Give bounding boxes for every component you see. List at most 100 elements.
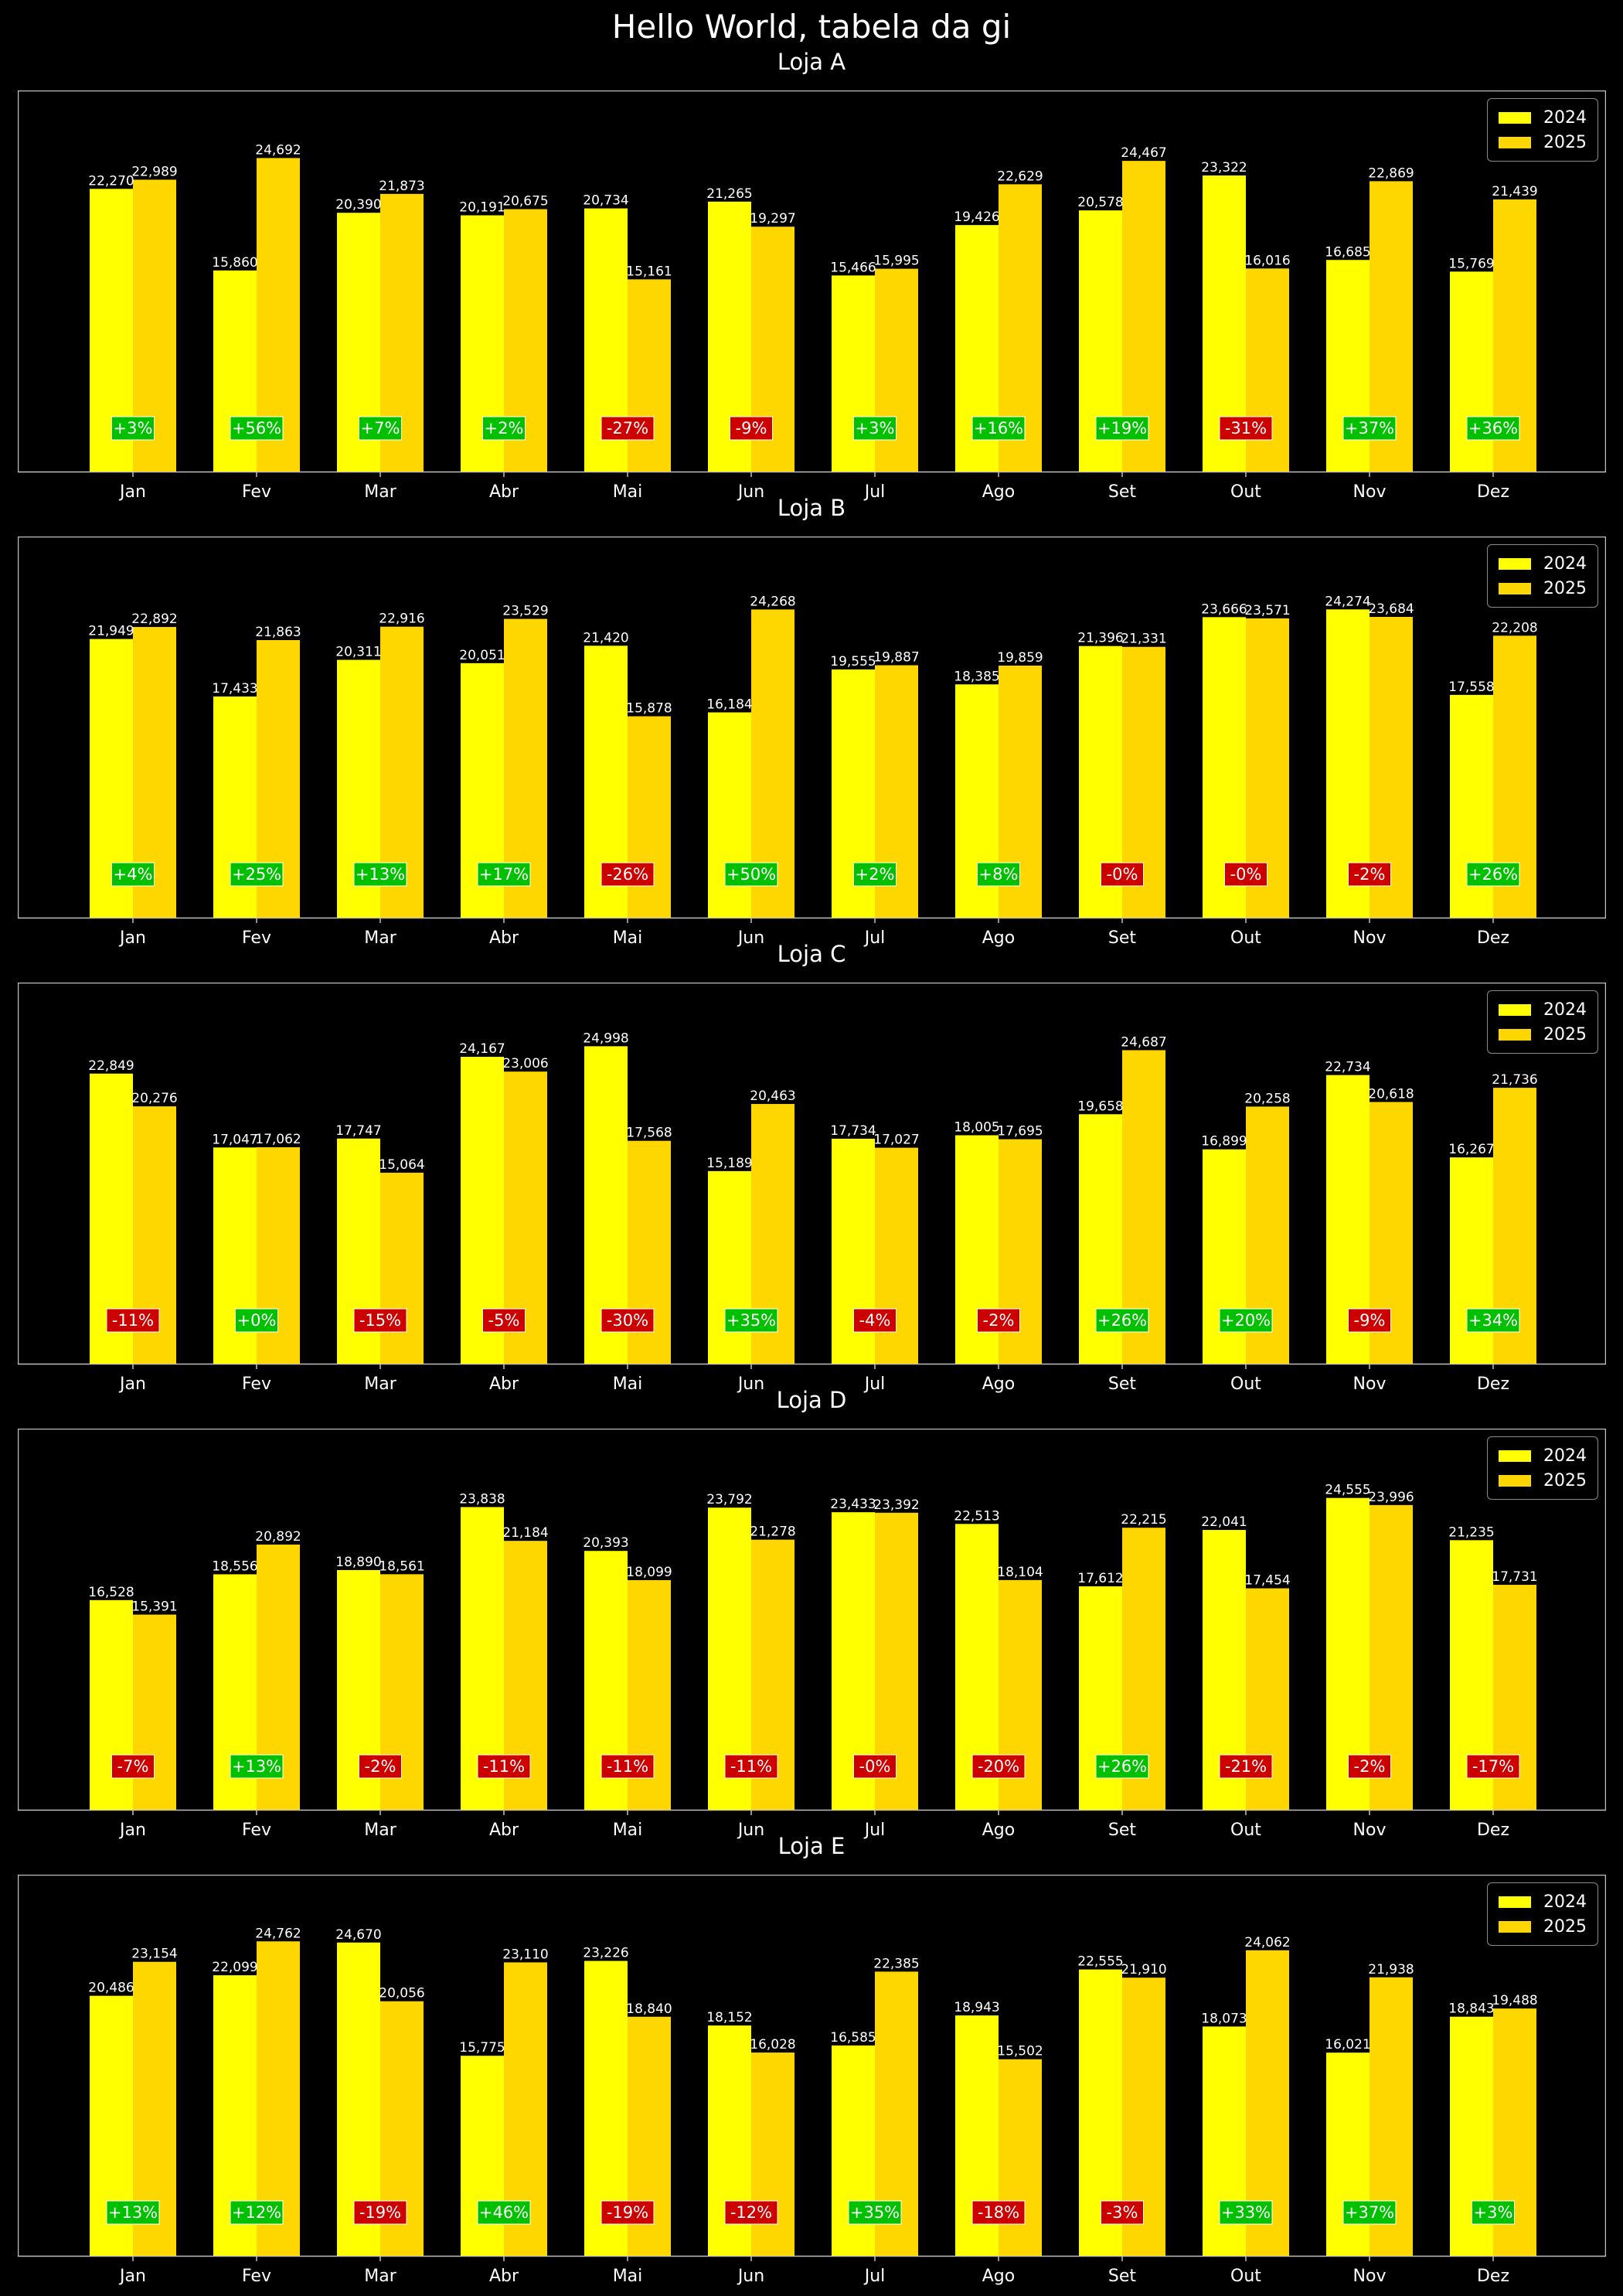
x-tick-label: Out [1230, 1375, 1261, 1394]
value-label-2024: 17,047 [212, 1132, 257, 1147]
svg-text:-30%: -30% [607, 1311, 648, 1330]
value-label-2025: 20,618 [1368, 1086, 1414, 1102]
value-label-2024: 24,167 [459, 1041, 505, 1057]
value-label-2024: 21,235 [1448, 1524, 1494, 1540]
change-badge: +3% [853, 416, 897, 441]
svg-text:-2%: -2% [365, 1757, 396, 1776]
x-tick-label: Fev [242, 1821, 271, 1840]
change-badge: +2% [482, 416, 526, 441]
value-label-2024: 21,420 [583, 630, 628, 646]
svg-text:+13%: +13% [356, 865, 405, 884]
value-label-2024: 15,860 [212, 255, 257, 271]
x-tick-label: Jul [863, 928, 886, 948]
svg-text:+46%: +46% [479, 2203, 529, 2222]
change-badge: -30% [601, 1308, 655, 1333]
change-badge: -2% [359, 1754, 402, 1779]
axes-frame [18, 1429, 1606, 1811]
svg-text:+36%: +36% [1468, 419, 1518, 438]
value-label-2024: 20,486 [88, 1981, 134, 1996]
x-tick-label: Jul [863, 1821, 886, 1840]
change-badge: +35% [848, 2200, 902, 2225]
x-tick-label: Out [1230, 928, 1261, 948]
legend-swatch [1499, 582, 1531, 594]
value-label-2025: 21,439 [1492, 184, 1537, 199]
panel-title: Loja D [776, 1387, 847, 1413]
value-label-2025: 17,731 [1492, 1569, 1537, 1585]
legend-entry: 2024 [1499, 551, 1587, 576]
value-label-2025: 23,006 [502, 1056, 548, 1071]
value-label-2025: 22,629 [997, 169, 1043, 184]
value-label-2025: 17,695 [997, 1124, 1043, 1139]
value-label-2024: 19,555 [830, 654, 876, 669]
legend-label: 2024 [1543, 554, 1587, 574]
svg-text:-20%: -20% [978, 1757, 1019, 1776]
change-badge: -9% [1348, 1308, 1391, 1333]
value-label-2024: 23,226 [583, 1946, 628, 1961]
value-label-2024: 23,666 [1201, 601, 1247, 617]
value-label-2024: 22,099 [212, 1960, 257, 1975]
svg-text:-11%: -11% [112, 1311, 154, 1330]
change-badge: -2% [1348, 1754, 1391, 1779]
svg-text:-11%: -11% [607, 1757, 648, 1776]
legend-label: 2025 [1543, 132, 1587, 152]
value-label-2024: 17,558 [1448, 680, 1494, 695]
value-label-2024: 16,021 [1325, 2037, 1370, 2052]
change-badge: -26% [601, 862, 655, 887]
change-badge: +25% [230, 862, 284, 887]
x-tick-label: Jan [118, 1375, 146, 1394]
svg-text:-9%: -9% [736, 419, 767, 438]
legend-swatch [1499, 136, 1531, 148]
bar-2025 [1246, 268, 1289, 472]
x-tick-label: Abr [489, 2267, 519, 2286]
value-label-2024: 18,073 [1201, 2011, 1247, 2026]
legend-swatch [1499, 111, 1531, 124]
svg-text:+3%: +3% [856, 419, 895, 438]
change-badge: -11% [601, 1754, 655, 1779]
x-tick-label: Jul [863, 2267, 886, 2286]
svg-text:+0%: +0% [237, 1311, 277, 1330]
x-tick-label: Ago [982, 2267, 1015, 2286]
change-badge: -18% [971, 2200, 1026, 2225]
change-badge: -21% [1219, 1754, 1273, 1779]
legend-swatch [1499, 1896, 1531, 1908]
legend-entry: 2024 [1499, 105, 1587, 130]
value-label-2025: 24,762 [255, 1926, 301, 1941]
axes-frame [18, 90, 1606, 473]
value-label-2024: 22,041 [1201, 1514, 1247, 1530]
value-label-2025: 15,064 [379, 1157, 424, 1173]
value-label-2025: 20,675 [502, 194, 548, 210]
x-tick-label: Mar [364, 482, 396, 502]
change-badge: +19% [1095, 416, 1149, 441]
legend-label: 2024 [1543, 1000, 1587, 1020]
svg-text:-15%: -15% [359, 1311, 401, 1330]
panel-title: Loja A [777, 49, 846, 75]
svg-text:+2%: +2% [856, 865, 895, 884]
axes-frame [18, 983, 1606, 1365]
x-tick-label: Jun [737, 2267, 764, 2286]
change-badge: +13% [230, 1754, 284, 1779]
value-label-2025: 18,561 [379, 1558, 424, 1574]
value-label-2024: 19,658 [1077, 1099, 1123, 1114]
x-tick-label: Dez [1477, 1821, 1509, 1840]
svg-text:-19%: -19% [359, 2203, 401, 2222]
legend-entry: 2024 [1499, 1443, 1587, 1468]
value-label-2024: 24,670 [335, 1927, 381, 1943]
value-label-2024: 22,849 [88, 1058, 134, 1074]
svg-text:-0%: -0% [859, 1757, 891, 1776]
panel-title: Loja B [777, 495, 846, 521]
bar-2025 [380, 1172, 424, 1364]
x-tick-label: Jul [863, 1375, 886, 1394]
x-tick-label: Mai [613, 1375, 643, 1394]
value-label-2025: 17,062 [255, 1132, 301, 1147]
legend: 2024 2025 [1487, 1882, 1598, 1946]
change-badge: +50% [724, 862, 778, 887]
svg-text:+8%: +8% [979, 865, 1019, 884]
change-badge: +37% [1342, 416, 1397, 441]
value-label-2025: 15,391 [131, 1599, 177, 1615]
value-label-2025: 23,154 [131, 1947, 177, 1962]
value-label-2025: 15,502 [997, 2044, 1043, 2059]
change-badge: +8% [977, 862, 1020, 887]
svg-text:+50%: +50% [726, 865, 776, 884]
value-label-2025: 21,938 [1368, 1962, 1414, 1977]
